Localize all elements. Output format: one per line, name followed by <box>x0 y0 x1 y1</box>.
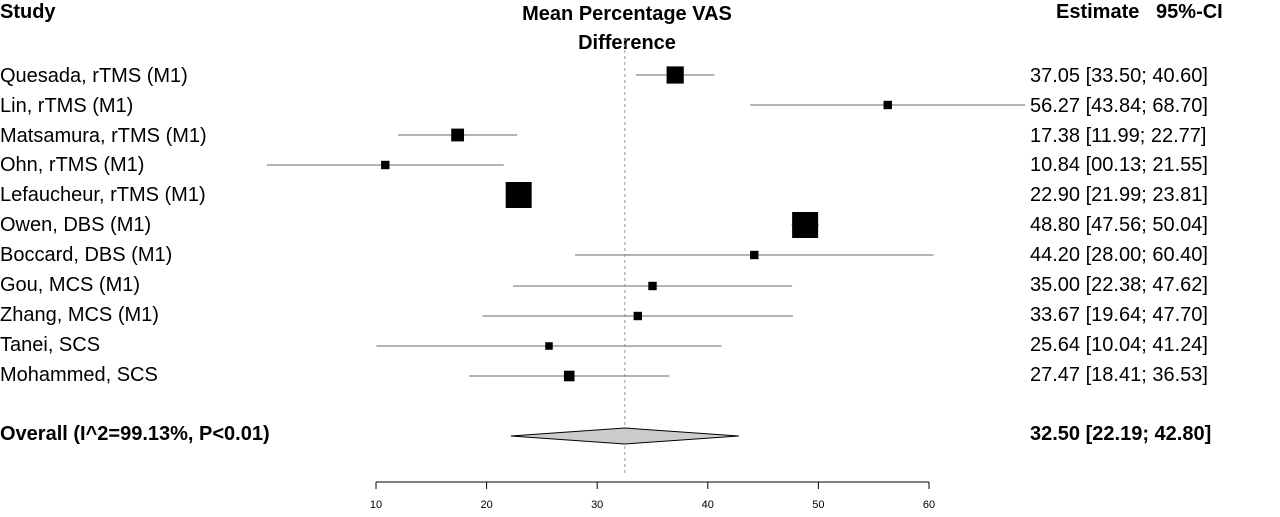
study-label: Lin, rTMS (M1) <box>0 95 134 117</box>
estimate-ci-text: 25.64 [10.04; 41.24] <box>1030 334 1208 356</box>
estimate-ci-text: 37.05 [33.50; 40.60] <box>1030 65 1208 87</box>
chart-title: Mean Percentage VAS Difference <box>522 0 732 58</box>
study-label: Gou, MCS (M1) <box>0 274 141 296</box>
study-label: Boccard, DBS (M1) <box>0 244 173 266</box>
estimate-square <box>750 250 759 260</box>
estimate-square <box>381 160 390 170</box>
x-axis-tick-label: 60 <box>923 499 935 511</box>
estimate-ci-text: 27.47 [18.41; 36.53] <box>1030 364 1208 386</box>
study-label: Lefaucheur, rTMS (M1) <box>0 184 206 206</box>
overall-ci-text: 32.50 [22.19; 42.80] <box>1030 423 1212 445</box>
estimate-ci-text: 22.90 [21.99; 23.81] <box>1030 184 1208 206</box>
study-label: Quesada, rTMS (M1) <box>0 65 188 87</box>
x-axis-tick-label: 50 <box>812 499 824 511</box>
study-label: Ohn, rTMS (M1) <box>0 154 145 176</box>
overall-diamond <box>510 427 739 445</box>
estimate-square <box>648 281 657 291</box>
study-label: Mohammed, SCS <box>0 364 158 386</box>
study-label: Zhang, MCS (M1) <box>0 304 159 326</box>
estimate-square <box>505 182 532 208</box>
estimate-square <box>545 342 553 350</box>
x-axis-tick-label: 30 <box>591 499 603 511</box>
overall-label: Overall (I^2=99.13%, P<0.01) <box>0 423 270 445</box>
estimate-ci-text: 56.27 [43.84; 68.70] <box>1030 95 1208 117</box>
estimate-ci-text: 48.80 [47.56; 50.04] <box>1030 214 1208 236</box>
x-axis-tick-label: 20 <box>480 499 492 511</box>
estimate-ci-text: 10.84 [00.13; 21.55] <box>1030 154 1208 176</box>
estimate-ci-text: 33.67 [19.64; 47.70] <box>1030 304 1208 326</box>
column-header-study: Study <box>0 1 56 23</box>
estimate-ci-text: 44.20 [28.00; 60.40] <box>1030 244 1208 266</box>
estimate-square <box>883 100 892 110</box>
estimate-square <box>451 128 465 142</box>
estimate-square <box>666 66 684 84</box>
chart-title-line2: Difference <box>578 32 676 54</box>
study-label: Tanei, SCS <box>0 334 101 356</box>
study-label: Matsamura, rTMS (M1) <box>0 125 207 147</box>
estimate-square <box>633 311 642 321</box>
estimate-square <box>792 212 819 238</box>
x-axis-tick-label: 40 <box>702 499 714 511</box>
estimate-ci-text: 17.38 [11.99; 22.77] <box>1030 125 1207 147</box>
estimate-square <box>563 370 575 382</box>
x-axis-tick-label: 10 <box>370 499 382 511</box>
column-header-estimate: Estimate 95%-CI <box>1056 1 1223 23</box>
study-label: Owen, DBS (M1) <box>0 214 152 236</box>
estimate-ci-text: 35.00 [22.38; 47.62] <box>1030 274 1208 296</box>
chart-title-line1: Mean Percentage VAS <box>522 3 732 25</box>
